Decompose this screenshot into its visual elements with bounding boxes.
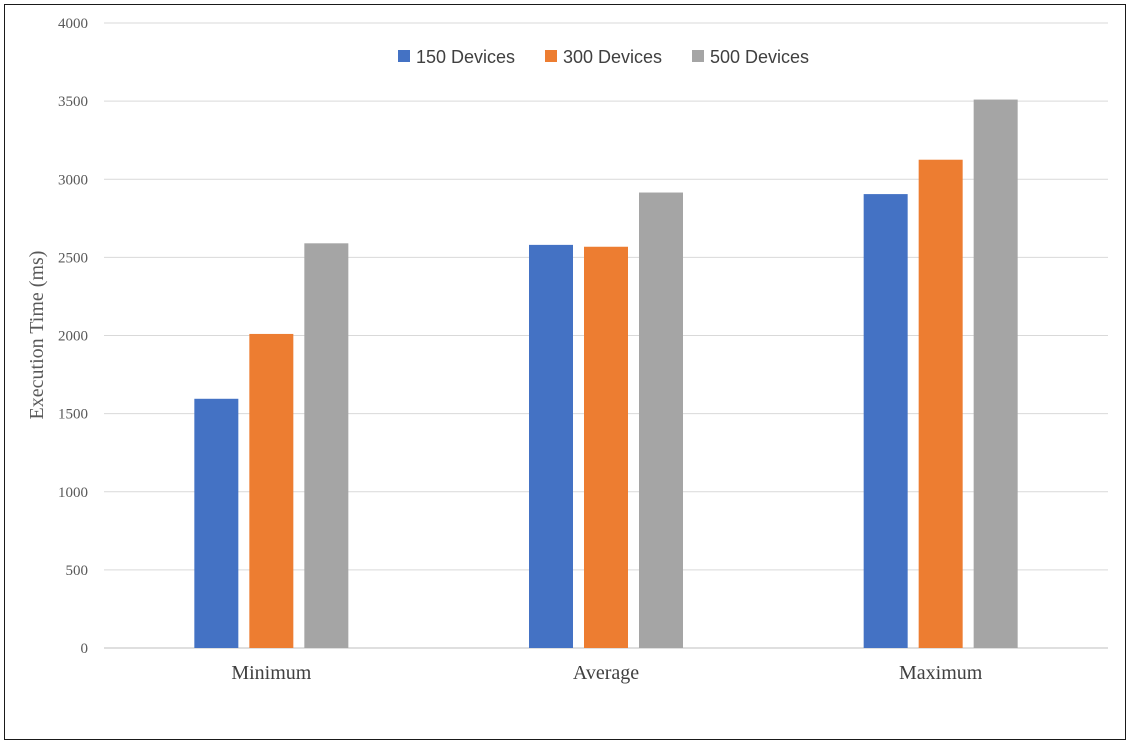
y-tick-label: 2500 <box>58 250 88 266</box>
x-category-label: Maximum <box>899 662 983 684</box>
y-tick-label: 3000 <box>58 172 88 188</box>
y-tick-label: 3500 <box>58 94 88 110</box>
legend-swatch <box>545 50 557 62</box>
y-tick-label: 500 <box>66 563 89 579</box>
legend-swatch <box>692 50 704 62</box>
bar <box>973 99 1018 648</box>
legend-label: 150 Devices <box>416 47 515 67</box>
bar <box>249 333 294 648</box>
y-tick-label: 0 <box>81 641 89 657</box>
legend: 150 Devices 300 Devices 500 Devices <box>398 47 809 67</box>
bar <box>863 194 908 648</box>
legend-label: 300 Devices <box>563 47 662 67</box>
bars <box>194 99 1018 648</box>
x-category-label: Minimum <box>231 662 311 684</box>
y-tick-labels: 0 500 1000 1500 2000 2500 3000 3500 4000 <box>58 16 88 657</box>
x-category-label: Average <box>573 662 639 684</box>
y-tick-label: 4000 <box>58 16 88 32</box>
y-tick-label: 2000 <box>58 329 88 345</box>
x-category-labels: Minimum Average Maximum <box>231 662 982 684</box>
bar <box>529 244 573 648</box>
y-tick-label: 1000 <box>58 485 88 501</box>
bar <box>639 192 683 648</box>
y-axis-title: Execution Time (ms) <box>26 251 48 420</box>
bar <box>194 398 239 648</box>
bar <box>584 246 628 648</box>
legend-swatch <box>398 50 410 62</box>
legend-label: 500 Devices <box>710 47 809 67</box>
y-tick-label: 1500 <box>58 407 88 423</box>
bar <box>918 159 963 648</box>
bar <box>304 243 349 648</box>
